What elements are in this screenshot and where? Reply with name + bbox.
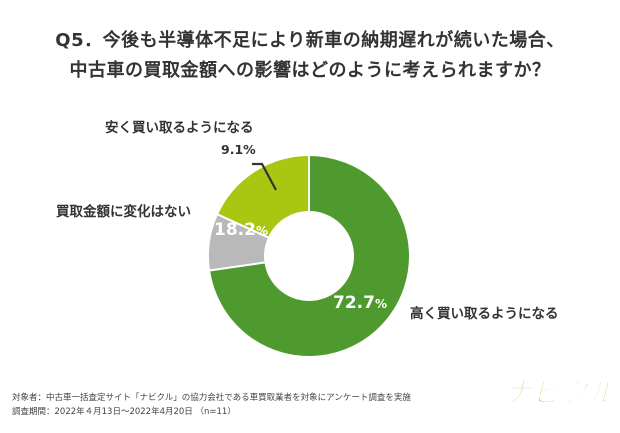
value-label-low: 9.1%: [221, 142, 256, 157]
logo-text: ナビクル: [504, 376, 610, 409]
slices-group: [207, 153, 411, 358]
leader-line: [252, 162, 277, 191]
survey-note: 対象者：中古車一括査定サイト「ナビクル」の協力会社である車買取業者を対象にアンケ…: [12, 391, 411, 419]
navikuru-logo: ナビクル: [504, 376, 611, 410]
survey-period: 調査期間：2022年４月13日〜2022年4月20日 （n=11）: [12, 407, 236, 417]
title-line-1: Q5．今後も半導体不足により新車の納期遅れが続いた場合、: [55, 30, 565, 51]
value-label-nochange: 18.2%: [214, 220, 268, 240]
slice-high: [207, 153, 411, 358]
title-line-2: 中古車の買取金額への影響はどのように考えられますか？: [69, 60, 551, 81]
category-label-high: 高く買い取るようになる: [410, 305, 559, 322]
survey-target: 対象者：中古車一括査定サイト「ナビクル」の協力会社である車買取業者を対象にアンケ…: [12, 393, 411, 403]
value-label-high: 72.7%: [333, 293, 387, 313]
chart-title: Q5．今後も半導体不足により新車の納期遅れが続いた場合、 中古車の買取金額への影…: [0, 26, 620, 86]
category-label-low: 安く買い取るようになる: [105, 119, 254, 136]
slice-nochange: [215, 153, 310, 240]
category-label-nochange: 買取金額に変化はない: [56, 203, 191, 220]
